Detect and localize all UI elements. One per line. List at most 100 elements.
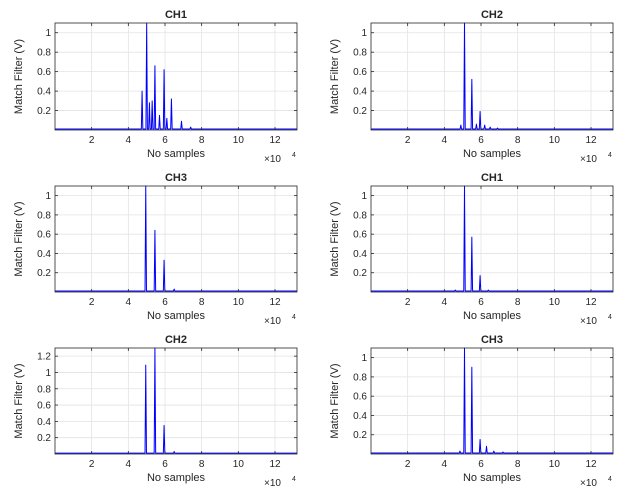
y-tick-label: 1	[45, 191, 51, 202]
x-tick-label: 10	[233, 459, 245, 470]
y-tick-label: 0.6	[37, 67, 51, 78]
y-tick-label: 0.2	[353, 106, 367, 117]
x-tick-label: 12	[269, 135, 281, 146]
subplot-title: CH1	[165, 9, 187, 21]
series-line	[371, 22, 613, 130]
x-multiplier-label: ×10	[264, 154, 281, 165]
subplot-title: CH3	[165, 172, 187, 184]
x-axis-label: No samples	[147, 148, 206, 160]
x-tick-label: 8	[515, 135, 521, 146]
x-tick-label: 2	[405, 459, 411, 470]
subplot-3: 2 4 6 8 10 12 0.2 0.4 0.6 0.8 1 CH3 No samples Match …	[13, 172, 298, 327]
x-multiplier-label: ×10	[580, 478, 597, 489]
subplot-4: 2 4 6 8 10 12 0.2 0.4 0.6 0.8 1 CH1 No samples Match …	[329, 172, 614, 327]
y-tick-label: 0.6	[353, 230, 367, 241]
subplot-title: CH2	[481, 9, 503, 21]
x-axis-label: No samples	[463, 472, 522, 484]
y-tick-label: 0.4	[353, 411, 367, 422]
subplot-5: 2 4 6 8 10 12 0.2 0.4 0.6 0.8 1 1.2 CH2 No samples Mat…	[13, 334, 298, 489]
x-tick-label: 8	[515, 297, 521, 308]
y-tick-label: 0.2	[37, 106, 51, 117]
x-tick-label: 12	[585, 297, 597, 308]
x-tick-label: 4	[442, 459, 448, 470]
x-tick-label: 2	[89, 135, 95, 146]
x-tick-label: 12	[585, 135, 597, 146]
axes-box	[54, 185, 298, 293]
grid	[55, 23, 297, 130]
y-tick-label: 0.8	[37, 384, 51, 395]
plot-area	[371, 348, 613, 454]
x-multiplier-exponent: 4	[292, 152, 296, 159]
y-tick-label: 0.2	[37, 268, 51, 279]
x-tick-label: 8	[515, 459, 521, 470]
series-line	[371, 347, 613, 454]
x-multiplier-exponent: 4	[608, 314, 612, 321]
y-axis-label: Match Filter (V)	[13, 39, 25, 114]
x-multiplier-label: ×10	[264, 478, 281, 489]
plot-area	[371, 23, 613, 130]
y-tick-label: 1	[45, 28, 51, 39]
x-multiplier-label: ×10	[264, 316, 281, 327]
plot-area	[55, 186, 297, 292]
x-tick-label: 10	[549, 135, 561, 146]
x-tick-label: 4	[126, 297, 132, 308]
subplot-title: CH1	[481, 172, 503, 184]
grid	[371, 23, 613, 130]
y-tick-label: 0.4	[37, 417, 51, 428]
x-axis-label: No samples	[147, 472, 206, 484]
x-tick-label: 2	[405, 297, 411, 308]
x-tick-label: 6	[478, 297, 484, 308]
y-tick-label: 0.2	[37, 433, 51, 444]
x-axis-label: No samples	[463, 310, 522, 322]
grid	[55, 348, 297, 454]
subplot-2: 2 4 6 8 10 12 0.2 0.4 0.6 0.8 1 CH2 No samples Match …	[329, 9, 614, 165]
plot-area	[55, 23, 297, 130]
y-tick-label: 0.2	[353, 268, 367, 279]
x-tick-label: 4	[442, 297, 448, 308]
subplot-title: CH2	[165, 334, 187, 346]
axes-box	[370, 185, 614, 293]
y-tick-label: 0.8	[353, 372, 367, 383]
x-tick-label: 6	[162, 459, 168, 470]
series-line	[371, 185, 613, 292]
x-multiplier-exponent: 4	[292, 314, 296, 321]
y-tick-label: 0.8	[37, 210, 51, 221]
axes-box	[54, 347, 298, 455]
series-line	[55, 22, 297, 130]
x-tick-label: 4	[442, 135, 448, 146]
x-axis-label: No samples	[463, 148, 522, 160]
y-tick-label: 0.4	[37, 87, 51, 98]
y-axis-label: Match Filter (V)	[329, 363, 341, 438]
x-tick-label: 8	[199, 459, 205, 470]
x-tick-label: 12	[269, 297, 281, 308]
y-tick-label: 1	[361, 191, 367, 202]
x-tick-label: 12	[269, 459, 281, 470]
x-tick-label: 6	[162, 297, 168, 308]
subplot-title: CH3	[481, 334, 503, 346]
x-tick-label: 2	[89, 297, 95, 308]
y-tick-label: 0.4	[353, 249, 367, 260]
x-tick-label: 6	[478, 135, 484, 146]
plot-area	[55, 348, 297, 454]
axes-box	[370, 347, 614, 455]
grid	[371, 186, 613, 292]
y-tick-label: 0.2	[353, 430, 367, 441]
x-tick-label: 4	[126, 459, 132, 470]
x-multiplier-exponent: 4	[608, 476, 612, 483]
y-tick-label: 0.4	[37, 249, 51, 260]
x-axis-label: No samples	[147, 310, 206, 322]
x-tick-label: 10	[233, 135, 245, 146]
y-tick-label: 0.6	[353, 67, 367, 78]
y-tick-label: 0.8	[353, 48, 367, 59]
series-line	[55, 185, 297, 292]
y-tick-label: 1	[361, 28, 367, 39]
y-tick-label: 0.8	[353, 210, 367, 221]
x-multiplier-label: ×10	[580, 154, 597, 165]
x-tick-label: 12	[585, 459, 597, 470]
x-multiplier-exponent: 4	[608, 152, 612, 159]
y-tick-label: 0.6	[37, 401, 51, 412]
y-tick-label: 0.6	[37, 230, 51, 241]
axes-box	[54, 22, 298, 131]
x-tick-label: 8	[199, 135, 205, 146]
